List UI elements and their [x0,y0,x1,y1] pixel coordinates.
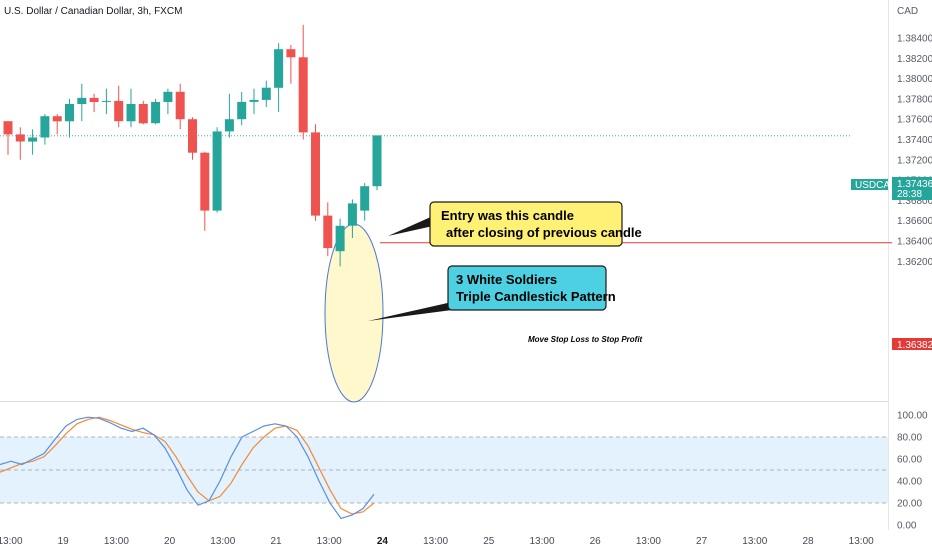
time-tick-label: 27 [696,536,708,547]
candle-body-down [114,100,124,122]
time-tick-label: 21 [270,536,282,547]
price-tick-label: 1.38200 [897,54,932,65]
stop-price-badge-box [892,338,932,350]
candle-body-up [28,137,38,142]
candle-body-down [188,119,197,153]
candle-body-up [77,97,87,104]
candle-body-up [163,91,173,102]
time-tick-label: 13:00 [529,536,554,547]
time-tick-label: 13:00 [742,536,767,547]
symbol-badge-label: USDCAD [855,180,897,191]
candle-body-up [212,131,222,211]
candle-body-up [347,203,357,226]
time-tick-label: 13:00 [317,536,342,547]
entry-callout-box [429,201,623,247]
stoch-d-line [0,416,375,515]
candles-layer [3,24,382,267]
oscillator-tick-label: 60.00 [897,455,922,466]
entry-callout-line-1: Entry was this candle [441,208,574,223]
candle-body-down [3,121,13,135]
candle-body-down [298,57,308,133]
pattern-highlight-ellipse [324,223,384,403]
price-tick-label: 1.38400 [897,34,932,45]
price-badge [892,177,932,200]
price-badge-value: 1.37436 [897,179,932,190]
time-axis: 13:00 19 13:00 20 13:00 21 13:00 24 13:00 25 13:00… [0,536,874,547]
oscillator-tick-label: 100.00 [897,411,928,422]
time-tick-label: 20 [164,536,176,547]
candle-body-up [126,104,136,122]
time-tick-label: 13:00 [423,536,448,547]
time-tick-label: 28 [802,536,814,547]
chart-title: U.S. Dollar / Canadian Dollar, 3h, FXCM [4,6,182,17]
time-tick-label: 25 [483,536,495,547]
candle-body-down [52,116,62,122]
entry-callout: Entry was this candle after closing of p… [388,201,642,247]
stoch-k-line [0,416,375,520]
price-tick-label: 1.36600 [897,216,932,227]
price-tick-label: 1.36200 [897,257,932,268]
candle-body-down [89,97,99,102]
candle-body-down [200,152,210,211]
candle-body-up [237,101,247,120]
soldiers-callout-box [447,265,607,311]
candle-body-up [249,99,259,102]
soldiers-callout-line-1: 3 White Soldiers [456,272,557,287]
candle-body-down [15,134,25,142]
candle-body-up [335,225,345,252]
stop-price-badge-value: 1.36382 [897,340,932,351]
candle-body-down [311,132,320,216]
price-tick-label: 1.37200 [897,155,932,166]
candle-body-up [360,186,370,211]
candle-body-up [40,116,50,138]
oscillator-axis: 100.00 80.00 60.00 40.00 20.00 0.00 [897,411,928,532]
candle-body-up [101,100,111,102]
candle-body-up [224,119,234,132]
candle-body-down [138,104,148,124]
price-tick-label: 1.36400 [897,237,932,248]
time-tick-label: 24 [377,536,389,547]
price-tick-label: 1.36800 [897,196,932,207]
price-tick-label: 1.37800 [897,94,932,105]
time-tick-label: 13:00 [104,536,129,547]
price-tick-label: 1.38000 [897,74,932,85]
candle-body-up [151,101,161,124]
oscillator-tick-label: 40.00 [897,477,922,488]
time-tick-label: 13:00 [849,536,874,547]
oscillator-pane [0,416,888,520]
oscillator-tick-label: 20.00 [897,499,922,510]
candle-body-down [323,215,333,249]
oscillator-tick-label: 0.00 [897,521,917,532]
candle-body-up [274,49,284,88]
entry-callout-line-2: after closing of previous candle [446,225,642,240]
soldiers-callout-pointer [368,302,452,321]
candle-body-down [286,49,296,58]
current-price-badge: USDCAD 1.37436 28:38 [851,177,932,200]
time-tick-label: 19 [58,536,70,547]
soldiers-callout: 3 White Soldiers Triple Candlestick Patt… [368,265,616,321]
candle-body-up [261,87,271,100]
candle-body-down [175,91,185,120]
currency-label: CAD [897,6,918,17]
time-tick-label: 13:00 [0,536,23,547]
soldiers-callout-line-2: Triple Candlestick Pattern [456,289,616,304]
candle-body-up [65,104,74,122]
time-tick-label: 13:00 [636,536,661,547]
candle-body-up [372,135,382,187]
entry-callout-pointer [388,216,433,236]
time-tick-label: 26 [590,536,602,547]
price-badge-countdown: 28:38 [897,189,922,200]
symbol-badge [851,179,888,190]
oscillator-tick-label: 80.00 [897,433,922,444]
stop-price-badge: 1.36382 [892,338,932,351]
price-tick-label: 1.37400 [897,135,932,146]
price-tick-label: 1.37600 [897,115,932,126]
stop-line-label: Move Stop Loss to Stop Profit [528,335,643,344]
time-tick-label: 13:00 [210,536,235,547]
pattern-highlight-layer [324,223,384,403]
